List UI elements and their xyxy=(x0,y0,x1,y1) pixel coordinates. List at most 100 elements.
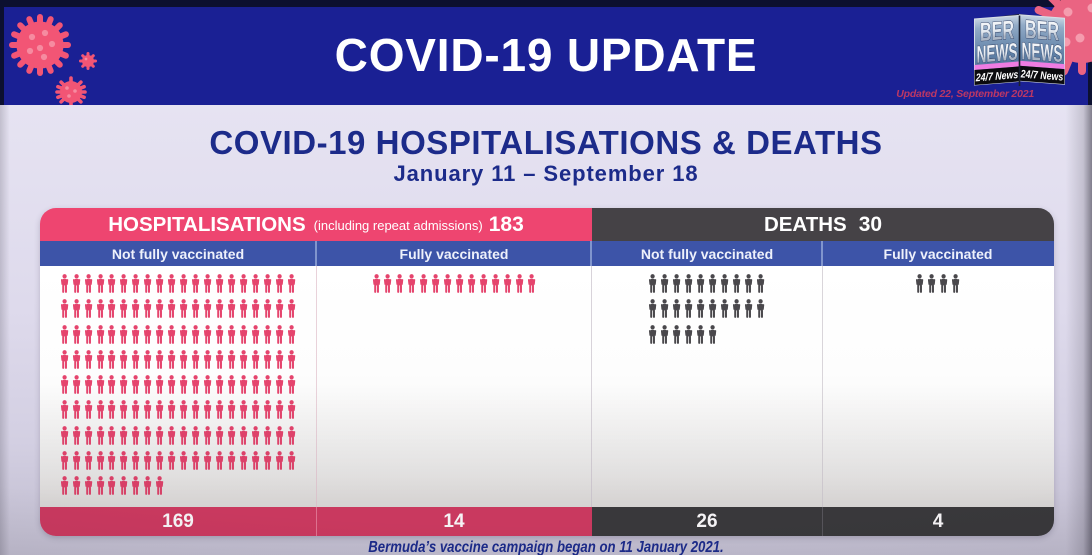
person-icon xyxy=(287,426,296,447)
person-icon xyxy=(179,451,188,472)
person-icon xyxy=(107,274,116,295)
person-icon xyxy=(72,400,81,421)
deaths-label: DEATHS xyxy=(763,212,847,236)
person-icon xyxy=(60,375,69,396)
person-icon xyxy=(251,274,260,295)
hospitalisations-label: HOSPITALISATIONS xyxy=(108,212,306,236)
person-icon xyxy=(915,274,924,295)
person-icon xyxy=(215,274,224,295)
person-icon xyxy=(119,451,128,472)
person-icon xyxy=(660,325,669,346)
person-icon xyxy=(287,400,296,421)
person-icon xyxy=(96,299,105,320)
person-icon xyxy=(203,325,212,346)
person-icon xyxy=(60,426,69,447)
person-icon xyxy=(143,451,152,472)
deaths-fully-vaccinated-header: Fully vaccinated xyxy=(883,245,993,262)
person-icon xyxy=(744,299,753,320)
person-icon xyxy=(84,400,93,421)
person-icon xyxy=(72,350,81,371)
person-icon xyxy=(263,451,272,472)
logo-tagline: 24/7 News xyxy=(975,69,1019,85)
person-icon xyxy=(107,350,116,371)
person-icon xyxy=(179,426,188,447)
person-icon xyxy=(239,274,248,295)
person-icon xyxy=(756,274,765,295)
person-icon xyxy=(143,299,152,320)
person-icon xyxy=(131,350,140,371)
person-icon xyxy=(215,451,224,472)
person-icon xyxy=(287,325,296,346)
person-icon xyxy=(419,274,428,295)
person-icon xyxy=(215,426,224,447)
person-icon xyxy=(143,400,152,421)
divider xyxy=(821,241,823,266)
person-icon xyxy=(227,451,236,472)
person-icon xyxy=(60,400,69,421)
person-icon xyxy=(119,350,128,371)
person-icon xyxy=(287,350,296,371)
person-icon xyxy=(939,274,948,295)
person-icon xyxy=(215,400,224,421)
person-icon xyxy=(167,375,176,396)
person-icon xyxy=(672,274,681,295)
person-icon xyxy=(203,375,212,396)
logo-line2: NEWS xyxy=(1021,38,1062,68)
person-icon xyxy=(515,274,524,295)
person-icon xyxy=(167,274,176,295)
person-icon xyxy=(251,350,260,371)
person-icon xyxy=(203,350,212,371)
hosp-not-fully-vaccinated-pictograms xyxy=(40,266,316,507)
person-icon xyxy=(251,400,260,421)
table-header-row: HOSPITALISATIONS (including repeat admis… xyxy=(40,208,1054,241)
person-icon xyxy=(155,350,164,371)
person-icon xyxy=(648,325,657,346)
person-icon xyxy=(720,299,729,320)
person-icon xyxy=(215,375,224,396)
person-icon xyxy=(239,400,248,421)
footer-note: Bermuda’s vaccine campaign began on 11 J… xyxy=(368,539,724,555)
person-icon xyxy=(131,325,140,346)
person-icon xyxy=(155,451,164,472)
person-icon xyxy=(684,299,693,320)
divider xyxy=(316,266,317,507)
person-icon xyxy=(143,325,152,346)
person-icon xyxy=(107,426,116,447)
coronavirus-icon xyxy=(79,52,97,70)
person-icon xyxy=(275,325,284,346)
person-icon xyxy=(660,274,669,295)
person-icon xyxy=(227,375,236,396)
divider xyxy=(591,266,592,507)
person-icon xyxy=(227,426,236,447)
person-icon xyxy=(191,451,200,472)
person-icon xyxy=(239,299,248,320)
person-icon xyxy=(155,325,164,346)
person-icon xyxy=(60,451,69,472)
person-icon xyxy=(84,426,93,447)
pictograph-table: HOSPITALISATIONS (including repeat admis… xyxy=(40,208,1054,536)
person-icon xyxy=(263,350,272,371)
person-icon xyxy=(107,400,116,421)
person-icon xyxy=(203,426,212,447)
person-icon xyxy=(179,400,188,421)
person-icon xyxy=(275,426,284,447)
person-icon xyxy=(107,476,116,497)
person-icon xyxy=(143,426,152,447)
page-subtitle: January 11 – September 18 xyxy=(393,161,699,186)
person-icon xyxy=(179,325,188,346)
person-icon xyxy=(191,426,200,447)
person-icon xyxy=(96,426,105,447)
deaths-total: 30 xyxy=(858,212,883,236)
person-icon xyxy=(60,350,69,371)
table-footer-row: 169 14 26 4 xyxy=(40,507,1054,536)
banner-title: COVID-19 UPDATE xyxy=(334,29,758,81)
person-icon xyxy=(107,451,116,472)
person-icon xyxy=(503,274,512,295)
person-icon xyxy=(660,299,669,320)
person-icon xyxy=(155,274,164,295)
table-body-row xyxy=(40,266,1054,507)
hospitalisations-total: 183 xyxy=(488,212,524,236)
person-icon xyxy=(179,350,188,371)
person-icon xyxy=(143,350,152,371)
person-icon xyxy=(239,350,248,371)
